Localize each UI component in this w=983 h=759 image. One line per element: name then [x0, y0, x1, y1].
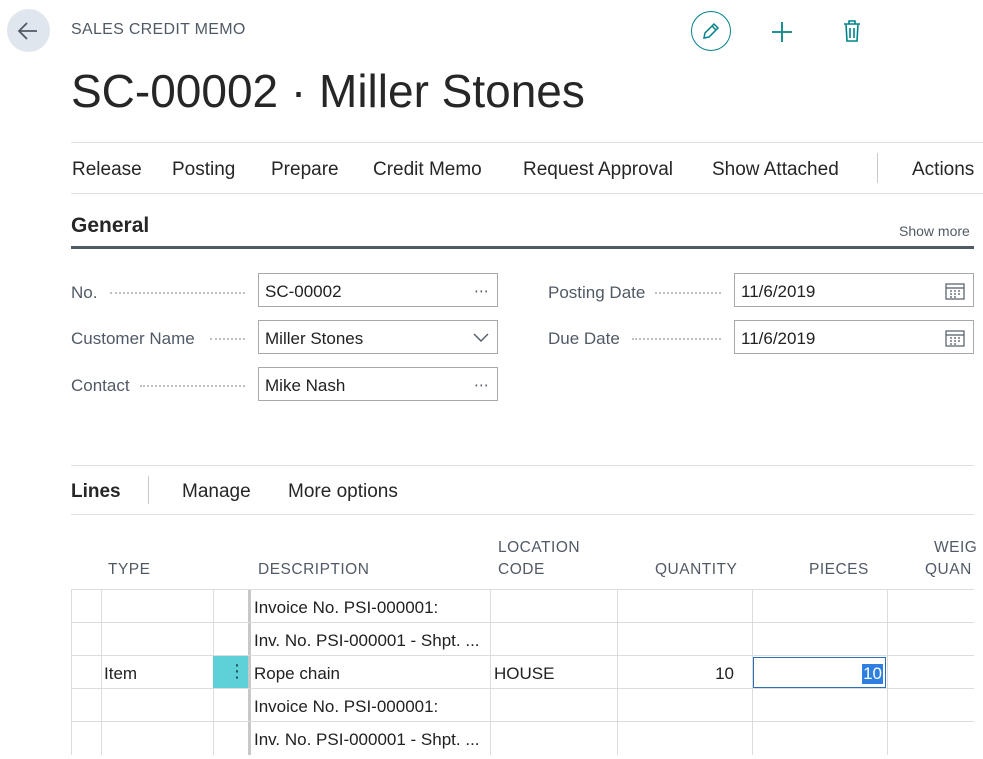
- customer-name-value: Miller Stones: [265, 329, 364, 348]
- vertical-ellipsis-icon: ⋮: [228, 661, 246, 681]
- contact-label: Contact: [71, 376, 130, 395]
- action-posting[interactable]: Posting: [172, 159, 236, 180]
- delete-button[interactable]: [841, 19, 863, 43]
- tab-lines[interactable]: Lines: [71, 481, 121, 502]
- action-request-approval[interactable]: Request Approval: [523, 159, 673, 180]
- row-type[interactable]: Item: [104, 664, 138, 683]
- row-description[interactable]: Rope chain: [254, 664, 341, 683]
- due-date-field[interactable]: 11/6/2019: [734, 320, 974, 354]
- page-title: SC-00002 · Miller Stones: [71, 65, 585, 117]
- row-pieces-input[interactable]: 10: [753, 657, 886, 688]
- column-header-location-line1[interactable]: LOCATION: [498, 539, 581, 556]
- posting-date-value: 11/6/2019: [741, 282, 816, 301]
- customer-name-label: Customer Name: [71, 329, 195, 348]
- row-location[interactable]: HOUSE: [494, 664, 555, 683]
- table-row[interactable]: Inv. No. PSI-000001 - Shpt. ...: [71, 622, 974, 656]
- table-row[interactable]: Item ⋮ Rope chain HOUSE 10 10: [71, 655, 974, 689]
- column-header-location-line2[interactable]: CODE: [498, 561, 545, 578]
- tab-more-options[interactable]: More options: [288, 481, 398, 502]
- action-prepare[interactable]: Prepare: [271, 159, 339, 180]
- label-leader: [140, 385, 245, 387]
- contact-field[interactable]: Mike Nash ⋯: [258, 367, 498, 401]
- due-date-value: 11/6/2019: [741, 329, 816, 348]
- posting-date-field[interactable]: 11/6/2019: [734, 273, 974, 307]
- table-row[interactable]: Invoice No. PSI-000001:: [71, 688, 974, 722]
- tab-divider: [148, 476, 149, 504]
- tab-manage[interactable]: Manage: [182, 481, 251, 502]
- calendar-icon[interactable]: [945, 329, 965, 347]
- label-leader: [632, 338, 721, 340]
- new-button[interactable]: [770, 20, 794, 44]
- row-pieces-value: 10: [862, 664, 883, 684]
- arrow-left-icon: [17, 22, 37, 40]
- due-date-label: Due Date: [548, 329, 620, 348]
- row-description[interactable]: Invoice No. PSI-000001:: [254, 697, 439, 716]
- chevron-down-icon[interactable]: [473, 332, 489, 344]
- more-icon[interactable]: ⋯: [474, 283, 489, 300]
- column-header-quantity[interactable]: QUANTITY: [655, 561, 738, 578]
- column-header-type[interactable]: TYPE: [108, 561, 151, 578]
- plus-icon: [772, 22, 792, 42]
- trash-icon: [844, 20, 860, 42]
- general-heading[interactable]: General: [71, 214, 150, 237]
- no-value: SC-00002: [265, 282, 342, 301]
- lines-grid: Invoice No. PSI-000001: Inv. No. PSI-000…: [71, 589, 974, 759]
- column-header-pieces[interactable]: PIECES: [809, 561, 869, 578]
- action-divider: [877, 153, 878, 183]
- contact-value: Mike Nash: [265, 376, 346, 395]
- page-caption: SALES CREDIT MEMO: [71, 21, 246, 38]
- back-button[interactable]: [7, 9, 50, 52]
- action-release[interactable]: Release: [72, 159, 142, 180]
- lines-divider: [71, 465, 974, 466]
- table-row[interactable]: Inv. No. PSI-000001 - Shpt. ...: [71, 721, 974, 755]
- row-quantity[interactable]: 10: [715, 664, 734, 683]
- lines-divider: [71, 514, 974, 515]
- more-icon[interactable]: ⋯: [474, 377, 489, 394]
- action-credit-memo[interactable]: Credit Memo: [373, 159, 482, 180]
- pencil-icon: [703, 22, 720, 39]
- row-description[interactable]: Inv. No. PSI-000001 - Shpt. ...: [254, 730, 480, 749]
- posting-date-label: Posting Date: [548, 283, 646, 302]
- label-leader: [110, 292, 245, 294]
- row-description[interactable]: Inv. No. PSI-000001 - Shpt. ...: [254, 631, 480, 650]
- table-row[interactable]: Invoice No. PSI-000001:: [71, 589, 974, 623]
- label-leader: [210, 338, 245, 340]
- customer-name-field[interactable]: Miller Stones: [258, 320, 498, 354]
- no-field[interactable]: SC-00002 ⋯: [258, 273, 498, 307]
- show-more-link[interactable]: Show more: [899, 223, 970, 239]
- row-description[interactable]: Invoice No. PSI-000001:: [254, 598, 439, 617]
- label-leader: [655, 292, 721, 294]
- action-show-attached[interactable]: Show Attached: [712, 159, 839, 180]
- column-header-weight-line2[interactable]: QUAN: [925, 561, 972, 578]
- row-menu-button[interactable]: ⋮: [213, 656, 248, 689]
- column-header-weight-line1[interactable]: WEIG: [934, 539, 978, 556]
- column-header-description[interactable]: DESCRIPTION: [258, 561, 370, 578]
- calendar-icon[interactable]: [945, 282, 965, 300]
- action-bar: Release Posting Prepare Credit Memo Requ…: [71, 142, 983, 194]
- no-label: No.: [71, 283, 98, 302]
- edit-button[interactable]: [691, 11, 731, 51]
- section-divider: [71, 246, 974, 249]
- action-actions[interactable]: Actions: [912, 159, 975, 180]
